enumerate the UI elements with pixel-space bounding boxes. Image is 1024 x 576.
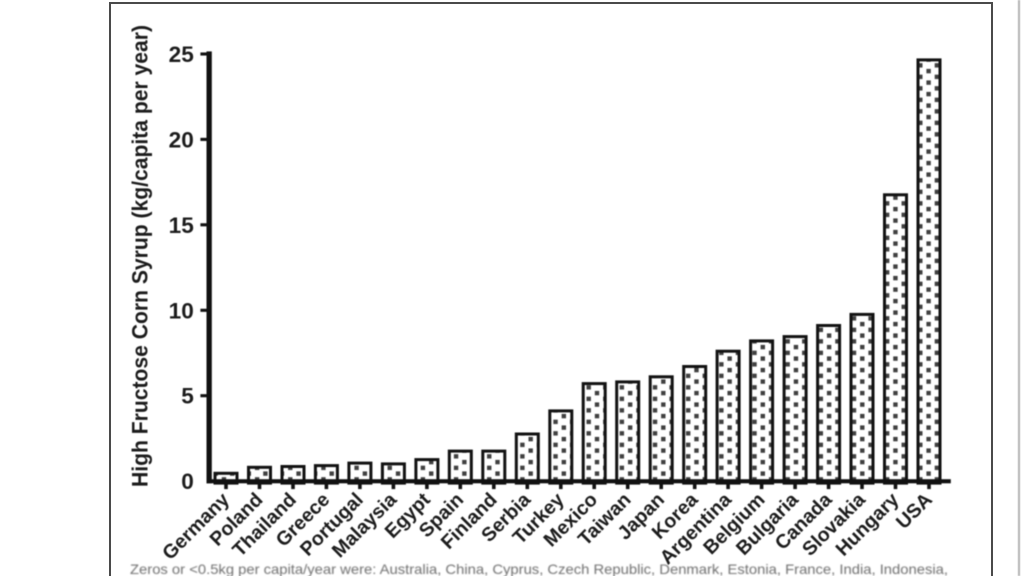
svg-text:10: 10: [169, 298, 194, 323]
svg-text:High Fructose Corn Syrup (kg/c: High Fructose Corn Syrup (kg/capita per …: [128, 25, 153, 487]
svg-text:15: 15: [169, 213, 194, 238]
svg-text:5: 5: [181, 384, 194, 409]
svg-text:USA: USA: [892, 489, 937, 534]
svg-text:20: 20: [169, 127, 194, 152]
svg-text:0: 0: [181, 469, 194, 494]
svg-text:25: 25: [169, 42, 194, 67]
